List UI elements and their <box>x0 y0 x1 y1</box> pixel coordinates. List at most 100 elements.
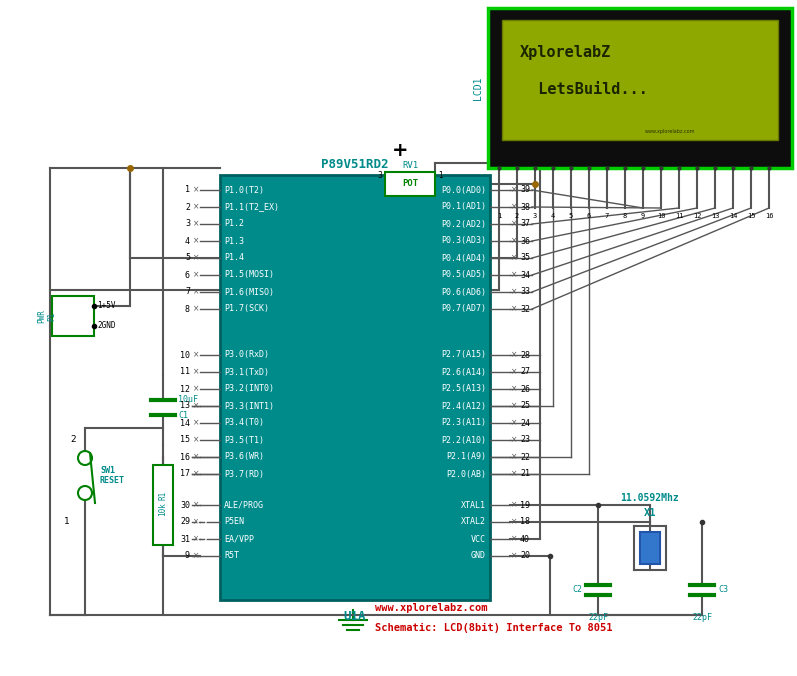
Text: ×: × <box>511 500 517 510</box>
Text: 25: 25 <box>520 402 530 410</box>
Text: ×: × <box>193 418 199 427</box>
Text: ×: × <box>511 435 517 445</box>
Polygon shape <box>220 175 490 600</box>
Text: ×: × <box>511 518 517 527</box>
Text: www.xplorelabz.com: www.xplorelabz.com <box>375 603 488 613</box>
Text: LCD1: LCD1 <box>473 76 483 100</box>
Text: Schematic: LCD(8bit) Interface To 8051: Schematic: LCD(8bit) Interface To 8051 <box>375 623 613 633</box>
Polygon shape <box>502 20 778 140</box>
Text: ×: × <box>511 535 517 544</box>
Text: 10uF: 10uF <box>178 395 198 404</box>
Text: 14: 14 <box>728 213 737 219</box>
Text: 12: 12 <box>180 385 190 393</box>
Text: 22: 22 <box>520 452 530 462</box>
Text: ×: × <box>511 452 517 462</box>
Text: X1: X1 <box>644 508 656 518</box>
Text: P3.1(TxD): P3.1(TxD) <box>224 368 269 377</box>
Text: 1: 1 <box>64 516 70 525</box>
Text: ×: × <box>193 270 199 279</box>
Text: 29: 29 <box>180 518 190 527</box>
Text: 16: 16 <box>180 452 190 462</box>
Text: ×: × <box>193 304 199 314</box>
Text: 35: 35 <box>520 254 530 262</box>
Text: P3.3(INT1): P3.3(INT1) <box>224 402 274 410</box>
Text: P5EN: P5EN <box>224 518 244 527</box>
Text: ×: × <box>511 385 517 393</box>
Text: C3: C3 <box>718 585 728 594</box>
Text: ×: × <box>511 237 517 245</box>
Text: 4: 4 <box>551 213 556 219</box>
Text: 8: 8 <box>623 213 627 219</box>
Text: P2.3(A11): P2.3(A11) <box>441 418 486 427</box>
Text: ×: × <box>193 203 199 212</box>
Text: 1: 1 <box>497 213 501 219</box>
Text: ×: × <box>511 402 517 410</box>
Text: 9: 9 <box>641 213 645 219</box>
Text: ×: × <box>511 203 517 212</box>
Text: ×: × <box>511 304 517 314</box>
Text: 36: 36 <box>520 237 530 245</box>
Text: 18: 18 <box>520 518 530 527</box>
Text: +: + <box>392 141 408 160</box>
Text: 4: 4 <box>185 237 190 245</box>
Text: 13: 13 <box>711 213 719 219</box>
Text: 13: 13 <box>180 402 190 410</box>
Text: P1.6(MISO): P1.6(MISO) <box>224 287 274 297</box>
Text: RV1: RV1 <box>402 160 418 170</box>
Text: 6: 6 <box>185 270 190 279</box>
Text: 12: 12 <box>693 213 701 219</box>
Text: ×: × <box>193 402 199 410</box>
Text: 22pF: 22pF <box>588 612 608 621</box>
Text: P1.5(MOSI): P1.5(MOSI) <box>224 270 274 279</box>
Text: P0.5(AD5): P0.5(AD5) <box>441 270 486 279</box>
Text: 11: 11 <box>675 213 683 219</box>
Text: ×: × <box>193 220 199 228</box>
Text: 7: 7 <box>185 287 190 297</box>
Text: 11: 11 <box>180 368 190 377</box>
Text: P3.0(RxD): P3.0(RxD) <box>224 350 269 360</box>
Text: P1.1(T2_EX): P1.1(T2_EX) <box>224 203 279 212</box>
Text: 37: 37 <box>520 220 530 228</box>
Text: 39: 39 <box>520 185 530 195</box>
Text: 9: 9 <box>185 552 190 560</box>
Text: www.xplorelabz.com: www.xplorelabz.com <box>645 130 695 135</box>
Text: P1.0(T2): P1.0(T2) <box>224 185 264 195</box>
Text: 1: 1 <box>185 185 190 195</box>
Text: P2.1(A9): P2.1(A9) <box>446 452 486 462</box>
Text: ×: × <box>193 435 199 445</box>
Text: 10k: 10k <box>159 502 167 516</box>
Text: 11.0592Mhz: 11.0592Mhz <box>621 493 679 503</box>
Text: P2.5(A13): P2.5(A13) <box>441 385 486 393</box>
Text: C2: C2 <box>572 585 582 594</box>
Text: ×: × <box>193 254 199 262</box>
Text: P2.6(A14): P2.6(A14) <box>441 368 486 377</box>
Text: U1A: U1A <box>344 610 367 623</box>
Text: R5T: R5T <box>224 552 239 560</box>
Text: 2: 2 <box>70 435 76 445</box>
Text: ×: × <box>193 237 199 245</box>
Text: 31: 31 <box>180 535 190 544</box>
Text: P89V51RD2: P89V51RD2 <box>321 158 389 172</box>
Text: ×: × <box>193 350 199 360</box>
Text: ×: × <box>193 185 199 195</box>
Text: ×: × <box>511 185 517 195</box>
Text: ×: × <box>193 535 199 544</box>
Text: 1: 1 <box>438 172 443 180</box>
Text: SW1
RESET: SW1 RESET <box>100 466 125 485</box>
Text: ×: × <box>193 552 199 560</box>
Text: LetsBuild...: LetsBuild... <box>520 82 648 97</box>
Text: 2GND: 2GND <box>97 322 116 331</box>
Text: 15: 15 <box>180 435 190 445</box>
Text: ALE/PROG: ALE/PROG <box>224 500 264 510</box>
Text: P0.6(AD6): P0.6(AD6) <box>441 287 486 297</box>
Text: 34: 34 <box>520 270 530 279</box>
Text: POT: POT <box>402 180 418 189</box>
Text: ×: × <box>193 287 199 297</box>
Text: EA/VPP: EA/VPP <box>224 535 254 544</box>
Text: P0.4(AD4): P0.4(AD4) <box>441 254 486 262</box>
Text: VCC: VCC <box>471 535 486 544</box>
Text: 32: 32 <box>520 304 530 314</box>
Text: ×: × <box>511 368 517 377</box>
Text: 3: 3 <box>377 172 382 180</box>
Polygon shape <box>640 532 660 564</box>
